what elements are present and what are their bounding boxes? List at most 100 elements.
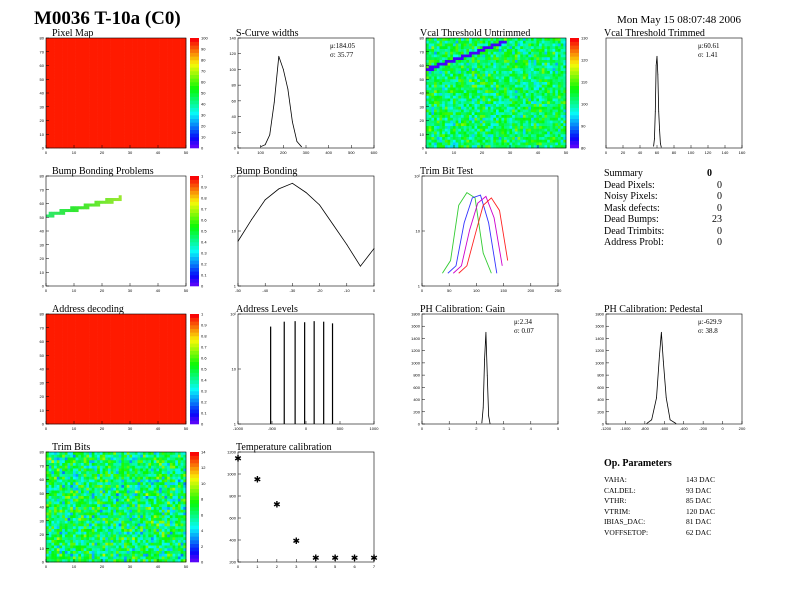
color-scale-cell — [570, 115, 579, 119]
color-scale-cell — [190, 118, 199, 123]
y-tick-label: 60 — [40, 477, 45, 482]
y-tick-label: 800 — [597, 373, 604, 378]
x-tick-label: -600 — [660, 426, 669, 431]
y-tick-label: 60 — [420, 63, 425, 68]
heatmap-cells — [46, 195, 122, 218]
x-tick-label: 0 — [421, 426, 424, 431]
color-scale-cell — [190, 514, 199, 519]
y-tick-label: 80 — [420, 36, 425, 41]
color-scale-cell — [190, 485, 199, 489]
color-scale-cell — [190, 104, 199, 108]
y-tick-label: 1000 — [411, 360, 421, 365]
x-tick-label: 40 — [156, 288, 161, 293]
y-tick-label: 140 — [229, 36, 236, 41]
color-scale-label: 80 — [581, 146, 586, 151]
y-tick-label: 1 — [234, 422, 237, 427]
color-scale-cell — [190, 350, 199, 355]
x-tick-label: 0 — [45, 426, 48, 431]
y-tick-label: 0 — [602, 422, 605, 427]
x-tick-label: 50 — [184, 150, 189, 155]
color-scale-cell — [190, 140, 199, 145]
y-tick-label: 70 — [40, 325, 45, 330]
address-decoding-title: Address decoding — [52, 304, 124, 315]
y-tick-label: 30 — [40, 242, 45, 247]
color-scale-cell — [190, 56, 199, 61]
color-scale-label: 0.7 — [201, 207, 207, 212]
y-tick-label: 10 — [40, 408, 45, 413]
color-scale-cell — [190, 144, 199, 149]
y-tick-label: 10 — [416, 229, 421, 234]
x-tick-label: 20 — [480, 150, 485, 155]
color-scale-cell — [190, 133, 199, 138]
color-scale-cell — [190, 271, 199, 276]
y-tick-label: 400 — [229, 538, 236, 543]
x-tick-label: 140 — [722, 150, 729, 155]
y-tick-label: 600 — [413, 385, 420, 390]
y-tick-label: 10 — [232, 229, 237, 234]
x-tick-label: -10 — [344, 288, 351, 293]
summary-panel: Summary 0 Dead Pixels: 0 Noisy Pixels: 0 Ma… — [604, 168, 722, 249]
color-scale-cell — [190, 459, 199, 464]
color-scale-label: 10 — [201, 135, 206, 140]
color-scale-cell — [190, 93, 199, 97]
data-point: ✱ — [293, 537, 301, 547]
y-tick-label: 30 — [420, 104, 425, 109]
scurve-title: S-Curve widths — [236, 28, 299, 39]
summary-key: Mask defects: — [604, 202, 660, 214]
y-tick-label: 10 — [232, 367, 237, 372]
y-tick-label: 1400 — [411, 336, 421, 341]
color-scale-cell — [570, 104, 579, 108]
trim-bit-test-plot: 0 50 100 150 200 250 1 10 10² — [414, 174, 562, 294]
color-scale-cell — [190, 328, 199, 333]
ph_gain-frame — [421, 313, 559, 425]
color-scale-label: 60 — [201, 80, 206, 85]
color-scale-cell — [190, 52, 199, 57]
color-scale-cell — [570, 93, 579, 97]
scurve-plot: 0 100 200 300 400 500 600 0 20 40 60 80 100 120 140 μ:1… — [229, 36, 378, 156]
y-tick-label: 200 — [413, 409, 420, 414]
stat-line: μ:2.34 — [514, 318, 532, 326]
color-scale-label: 8 — [201, 497, 204, 502]
color-scale-cell — [570, 118, 579, 123]
color-scale-cell — [570, 137, 579, 141]
x-tick-label: 0 — [45, 150, 48, 155]
x-tick-label: 50 — [184, 288, 189, 293]
color-scale-cell — [190, 361, 199, 366]
color-scale-cell — [190, 249, 199, 254]
y-tick-label: 400 — [597, 397, 604, 402]
color-scale-label: 0.6 — [201, 356, 207, 361]
y-tick-label: 10² — [230, 174, 236, 179]
color-scale-cell — [190, 507, 199, 511]
color-scale-cell — [190, 45, 199, 50]
color-scale-label: 0.2 — [201, 262, 207, 267]
color-scale-cell — [190, 521, 199, 526]
x-tick-label: 50 — [447, 288, 452, 293]
color-scale-cell — [190, 212, 199, 217]
x-tick-label: 30 — [508, 150, 513, 155]
x-tick-label: 0 — [425, 150, 428, 155]
y-tick-label: 20 — [40, 532, 45, 537]
color-scale-cell — [190, 179, 199, 184]
y-tick-label: 10² — [414, 174, 420, 179]
x-tick-label: 5 — [557, 426, 560, 431]
x-tick-label: -800 — [641, 426, 650, 431]
color-scale-cell — [190, 129, 199, 134]
summary-value: 0 — [717, 225, 722, 237]
vcal_trimmed-frame — [605, 37, 743, 149]
y-tick-label: 10² — [230, 312, 236, 317]
color-scale-cell — [190, 321, 199, 326]
color-scale-label: 100 — [581, 102, 588, 107]
color-scale-cell — [190, 314, 199, 318]
color-scale-cell — [190, 231, 199, 235]
y-tick-label: 10 — [420, 132, 425, 137]
vcal-untrimmed-title: Vcal Threshold Untrimmed — [420, 28, 531, 39]
x-tick-label: 40 — [638, 150, 643, 155]
x-tick-label: 4 — [530, 426, 533, 431]
x-tick-label: 600 — [371, 150, 378, 155]
series-line — [442, 192, 492, 274]
data-point: ✱ — [370, 554, 378, 564]
color-scale-cell — [190, 376, 199, 381]
color-scale-cell — [570, 74, 579, 79]
color-scale-cell — [570, 129, 579, 134]
x-tick-label: 250 — [555, 288, 562, 293]
